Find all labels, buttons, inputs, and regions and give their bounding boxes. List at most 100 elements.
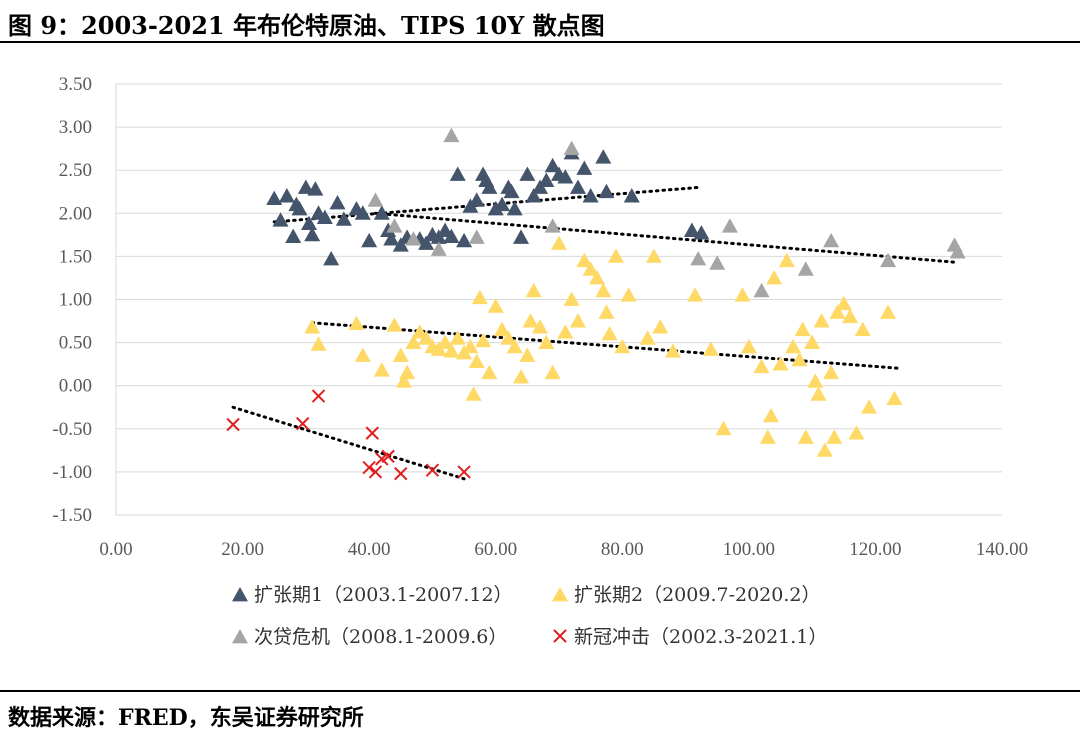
data-point [425, 463, 440, 477]
data-point [295, 416, 310, 431]
data-point [335, 211, 352, 226]
legend-label: 新冠冲击（2002.3-2021.1） [574, 626, 827, 648]
data-point [392, 237, 409, 252]
data-point [702, 341, 719, 356]
data-point [430, 241, 447, 256]
y-tick-label: 3.50 [59, 74, 92, 95]
trendline [373, 211, 960, 264]
data-point [569, 313, 586, 328]
data-point [826, 429, 843, 444]
data-point [494, 321, 511, 337]
legend-marker [232, 629, 248, 644]
data-point [557, 169, 574, 184]
data-point [620, 287, 637, 302]
data-point [443, 228, 460, 243]
data-point [842, 308, 859, 324]
y-tick-label: 2.50 [59, 160, 92, 181]
data-point [687, 287, 704, 302]
data-point [301, 215, 318, 231]
x-tick-label: 80.00 [601, 539, 644, 560]
data-point [368, 465, 383, 479]
data-point [418, 330, 435, 345]
data-point [715, 420, 732, 436]
data-point [494, 196, 511, 212]
data-point [816, 442, 833, 457]
data-point [468, 192, 485, 207]
data-point [506, 200, 523, 216]
data-point [465, 386, 482, 401]
data-point [582, 261, 599, 276]
data-point [772, 356, 789, 371]
trendline [231, 405, 466, 481]
data-point [304, 226, 321, 242]
data-point [226, 417, 240, 432]
data-point [886, 390, 903, 406]
figure-title: 图 9：2003-2021 年布伦特原油、TIPS 10Y 散点图 [8, 11, 605, 40]
data-point [456, 232, 473, 248]
data-point [823, 364, 840, 380]
data-point [500, 330, 517, 345]
data-point [693, 225, 710, 240]
data-point [588, 269, 605, 285]
data-point [538, 334, 555, 349]
data-point [690, 250, 707, 266]
data-point [595, 149, 612, 164]
data-point [386, 317, 403, 332]
data-point [797, 429, 814, 444]
x-tick-label: 20.00 [221, 539, 264, 560]
data-point [405, 334, 422, 349]
data-point [519, 166, 536, 181]
data-point [503, 183, 520, 199]
data-point [361, 232, 378, 248]
data-point [829, 304, 846, 319]
data-point [607, 248, 624, 263]
trendlines [231, 185, 960, 481]
legend-marker [553, 629, 567, 643]
data-point [443, 127, 460, 143]
data-point [595, 282, 612, 298]
data-point [759, 429, 776, 444]
data-point [522, 313, 539, 328]
data-point [525, 188, 542, 203]
data-point [297, 179, 314, 194]
source-rule [0, 690, 1080, 692]
data-point [395, 373, 412, 388]
legend: 扩张期1（2003.1-2007.12） 扩张期2（2009.7-2020.2） 次… [232, 584, 827, 648]
y-tick-label: -1.50 [52, 505, 92, 526]
data-point [367, 192, 384, 207]
data-point [734, 287, 751, 302]
data-point [443, 343, 460, 358]
data-point [598, 304, 615, 319]
data-point [544, 218, 561, 233]
data-point [880, 304, 897, 319]
gridlines [115, 83, 1002, 516]
data-point [623, 188, 640, 203]
data-point [794, 321, 811, 337]
y-tick-label: 0.50 [59, 333, 92, 354]
data-point [563, 140, 580, 156]
data-point [468, 353, 485, 368]
data-point [471, 289, 488, 305]
y-tick-label: 2.00 [59, 203, 92, 224]
data-point [418, 235, 435, 250]
data-point [525, 282, 542, 298]
data-point [683, 222, 700, 237]
data-point [323, 250, 340, 266]
data-point [449, 330, 466, 345]
data-point [272, 212, 289, 227]
data-point [544, 364, 561, 380]
x-tick-label: 100.00 [723, 539, 775, 560]
data-point [373, 205, 390, 220]
legend-label: 扩张期2（2009.7-2020.2） [574, 584, 820, 606]
data-point [532, 319, 549, 334]
data-point [457, 465, 471, 479]
data-point [563, 291, 580, 306]
data-point [519, 347, 536, 362]
data-point [481, 179, 498, 194]
source-note: 数据来源：FRED，东吴证券研究所 [8, 705, 364, 731]
data-point [538, 172, 555, 187]
data-point [348, 315, 365, 331]
data-point [381, 449, 395, 464]
data-point [652, 319, 669, 334]
data-point [544, 157, 561, 173]
